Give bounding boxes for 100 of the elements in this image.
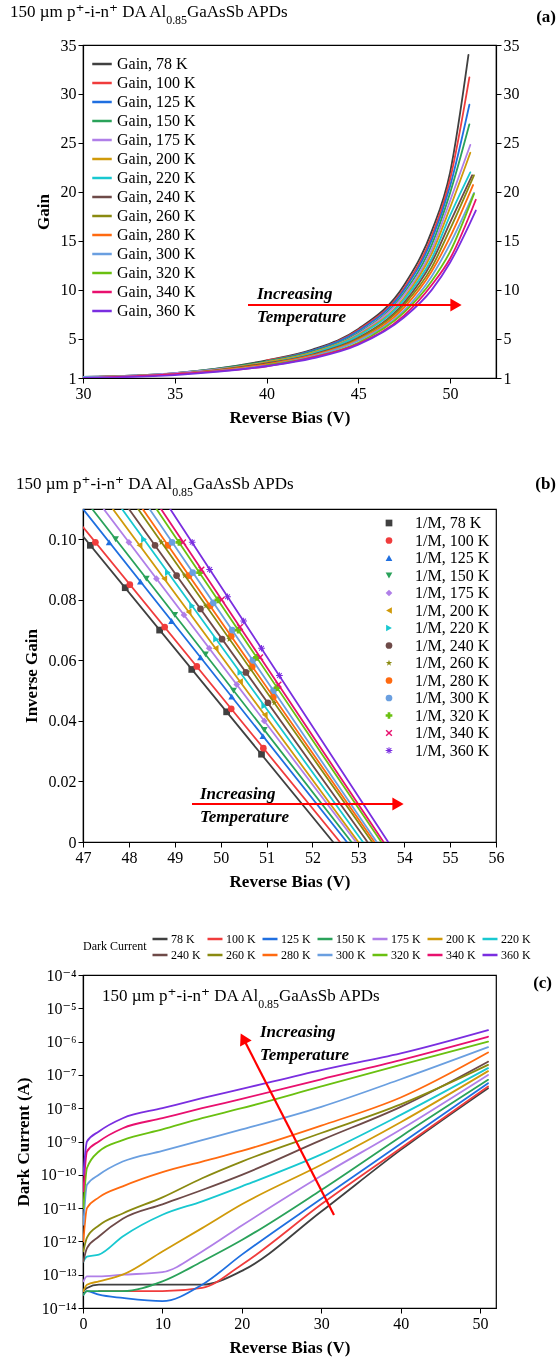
text: (c) xyxy=(533,973,552,992)
legend-label: 1/M, 260 K xyxy=(415,654,490,671)
x-tick-label: 45 xyxy=(350,384,367,402)
x-tick-label: 54 xyxy=(396,848,413,866)
legend-label: Gain, 340 K xyxy=(117,283,197,300)
legend-label: 1/M, 150 K xyxy=(415,566,490,584)
y-tick-label: 10⁻⁸ xyxy=(46,1099,77,1117)
y-tick-label: 10⁻⁷ xyxy=(46,1066,77,1084)
x-tick-label: 51 xyxy=(259,848,276,866)
y-tick-label: 1 xyxy=(68,369,77,387)
legend-label: 200 K xyxy=(446,932,476,946)
y-tick-label: 0.08 xyxy=(48,591,77,609)
legend-label: 1/M, 320 K xyxy=(415,706,490,724)
legend-label: Gain, 125 K xyxy=(117,93,197,110)
x-tick-label: 55 xyxy=(442,848,459,866)
legend-label: Gain, 300 K xyxy=(117,245,197,262)
legend-label: 1/M, 340 K xyxy=(415,724,490,741)
y-tick-label: 10⁻¹⁰ xyxy=(40,1166,77,1184)
legend-label: Gain, 150 K xyxy=(117,112,197,129)
y-tick-label: 15 xyxy=(60,232,77,250)
annotation: Increasing Temperature xyxy=(259,1022,350,1064)
legend-label: Gain, 200 K xyxy=(117,150,197,167)
legend-label: 1/M, 200 K xyxy=(415,601,490,619)
annotation: Increasing Temperature xyxy=(199,784,290,826)
legend-label: 1/M, 240 K xyxy=(415,636,490,654)
legend-label: 220 K xyxy=(501,932,531,946)
y-tick-label: 10⁻⁶ xyxy=(46,1033,77,1051)
legend-label: 1/M, 220 K xyxy=(415,619,490,636)
x-tick-label: 53 xyxy=(350,848,367,866)
legend-label: 1/M, 360 K xyxy=(415,741,490,759)
y-tick-label: 0.02 xyxy=(48,772,77,790)
legend-label: Gain, 220 K xyxy=(117,169,197,186)
legend-label: Gain, 175 K xyxy=(117,131,197,148)
x-tick-label: 50 xyxy=(213,848,230,866)
y-tick-label: 10⁻⁵ xyxy=(46,999,77,1017)
x-tick-label: 52 xyxy=(304,848,321,866)
y-axis-title: Dark Current (A) xyxy=(13,1077,33,1207)
annotation: Increasing Temperature xyxy=(256,284,347,326)
y-axis-title: Gain xyxy=(33,193,53,230)
x-tick-label: 20 xyxy=(234,1314,251,1332)
legend-label: 360 K xyxy=(501,948,531,962)
y-tick-label: 20 xyxy=(60,183,77,201)
y-tick-label: 0.04 xyxy=(48,712,77,730)
chart-title: 150 µm p⁺-i-n⁺ DA Al$_{0.85}$GaAsSb APDs xyxy=(16,474,294,499)
text: (a) xyxy=(536,7,556,26)
x-axis-title: Reverse Bias (V) xyxy=(229,407,351,427)
y2-tick-label: 20 xyxy=(503,183,520,201)
y-tick-label: 5 xyxy=(68,330,77,348)
legend-label: 300 K xyxy=(336,948,366,962)
x-tick-label: 35 xyxy=(167,384,184,402)
y-tick-label: 0.06 xyxy=(48,651,77,669)
x-tick-label: 48 xyxy=(121,848,138,866)
y-tick-label: 10⁻⁹ xyxy=(46,1133,77,1150)
x-tick-label: 30 xyxy=(313,1314,330,1332)
chart-title: 150 µm p⁺-i-n⁺ DA Al$_{0.85}$GaAsSb APDs xyxy=(10,2,288,27)
legend-label: 100 K xyxy=(226,932,256,946)
legend-label: Gain, 240 K xyxy=(117,188,197,205)
y-tick-label: 10⁻¹¹ xyxy=(42,1199,77,1217)
legend-label: Gain, 78 K xyxy=(117,55,189,72)
x-tick-label: 40 xyxy=(259,384,276,402)
y-tick-label: 10 xyxy=(60,281,77,299)
y2-tick-label: 35 xyxy=(503,36,520,54)
y-tick-label: 35 xyxy=(60,36,77,54)
legend-label: 78 K xyxy=(171,932,195,946)
x-tick-label: 50 xyxy=(472,1314,489,1332)
text: 150 µm p⁺-i-n⁺ DA Al$_{0.85}$GaAsSb APDs xyxy=(102,986,380,1011)
x-axis-title: Reverse Bias (V) xyxy=(229,1337,351,1357)
legend-label: 1/M, 280 K xyxy=(415,671,490,689)
legend-label: 1/M, 78 K xyxy=(415,514,482,531)
legend-label: 1/M, 300 K xyxy=(415,689,490,706)
x-tick-label: 40 xyxy=(393,1314,410,1332)
legend-label: 125 K xyxy=(281,932,311,946)
y2-tick-label: 25 xyxy=(503,134,520,152)
legend-label: 150 K xyxy=(336,932,366,946)
x-tick-label: 50 xyxy=(442,384,459,402)
y2-tick-label: 15 xyxy=(503,232,520,250)
y2-tick-label: 30 xyxy=(503,85,520,103)
legend-title: Dark Current xyxy=(83,939,148,953)
y-tick-label: 10⁻⁴ xyxy=(46,966,77,984)
y2-tick-label: 1 xyxy=(503,369,512,387)
y2-tick-label: 5 xyxy=(503,330,512,348)
y-tick-label: 10⁻¹⁴ xyxy=(41,1299,77,1317)
legend-label: Gain, 360 K xyxy=(117,302,197,319)
legend-label: Gain, 260 K xyxy=(117,207,197,224)
legend-label: 340 K xyxy=(446,948,476,962)
x-tick-label: 10 xyxy=(154,1314,171,1332)
legend-label: 280 K xyxy=(281,948,311,962)
x-tick-label: 56 xyxy=(488,848,505,866)
y-tick-label: 10⁻¹² xyxy=(42,1232,77,1250)
legend-label: 175 K xyxy=(391,932,421,946)
legend-label: 320 K xyxy=(391,948,421,962)
legend-label: 1/M, 100 K xyxy=(415,531,490,549)
x-axis-title: Reverse Bias (V) xyxy=(229,871,351,891)
text: (b) xyxy=(535,474,556,493)
legend-label: Gain, 320 K xyxy=(117,264,197,281)
legend-label: 240 K xyxy=(171,948,201,962)
y-tick-label: 0 xyxy=(68,833,77,851)
legend-label: 1/M, 175 K xyxy=(415,584,490,601)
legend-label: Gain, 280 K xyxy=(117,226,197,243)
y-tick-label: 25 xyxy=(60,134,77,152)
